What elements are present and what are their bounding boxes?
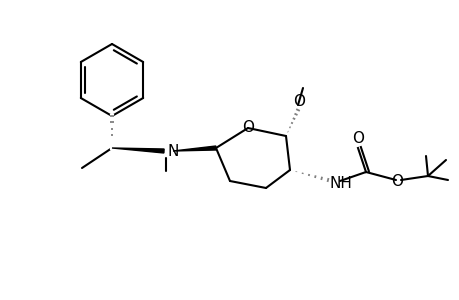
Text: O: O — [241, 119, 253, 134]
Text: O: O — [351, 131, 363, 146]
Polygon shape — [173, 146, 216, 151]
Text: O: O — [390, 173, 402, 188]
Text: O: O — [292, 94, 304, 109]
Text: NH: NH — [329, 176, 352, 190]
Polygon shape — [112, 148, 164, 153]
Text: N: N — [168, 145, 179, 160]
